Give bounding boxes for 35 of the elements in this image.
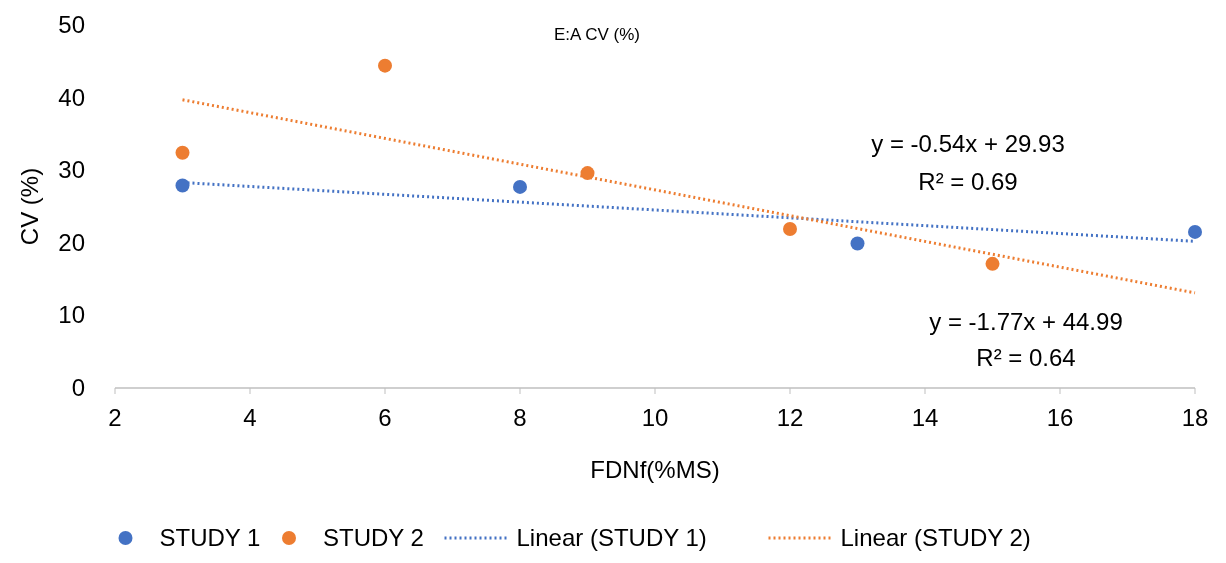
annotation: R² = 0.69 [918, 168, 1018, 195]
point [985, 256, 1000, 271]
legend-label: Linear (STUDY 2) [840, 524, 1031, 551]
y-axis-title: CV (%) [16, 167, 43, 246]
point [850, 236, 865, 251]
x-tick-label: 16 [1046, 404, 1074, 431]
x-tick-label: 2 [108, 404, 122, 431]
x-tick-label: 14 [911, 404, 939, 431]
legend-label: Linear (STUDY 1) [516, 524, 707, 551]
point [580, 166, 595, 181]
legend-label: STUDY 2 [323, 524, 424, 551]
y-tick-label: 10 [58, 301, 85, 329]
y-tick-label: 0 [71, 374, 85, 401]
x-tick-label: 18 [1181, 404, 1209, 431]
y-tick-label: 20 [58, 228, 85, 256]
x-tick-label: 10 [641, 404, 669, 431]
annotation: y = -1.77x + 44.99 [929, 308, 1123, 335]
x-axis-title: FDNf(%MS) [590, 456, 720, 483]
point [513, 179, 527, 194]
point [783, 222, 797, 237]
annotation: R² = 0.64 [976, 344, 1076, 371]
point [175, 178, 190, 193]
x-tick-label: 6 [378, 404, 392, 431]
y-tick-label: 50 [58, 11, 85, 38]
chart-title: E:A CV (%) [554, 25, 640, 44]
x-tick-label: 4 [243, 404, 257, 431]
x-tick-label: 12 [776, 404, 804, 431]
point [175, 145, 190, 160]
point [1188, 224, 1202, 239]
point [378, 58, 392, 73]
y-tick-label: 40 [58, 83, 85, 111]
annotation: y = -0.54x + 29.93 [871, 130, 1065, 157]
x-tick-label: 8 [513, 404, 527, 431]
y-tick-label: 30 [58, 156, 85, 184]
legend-label: STUDY 1 [159, 524, 261, 551]
